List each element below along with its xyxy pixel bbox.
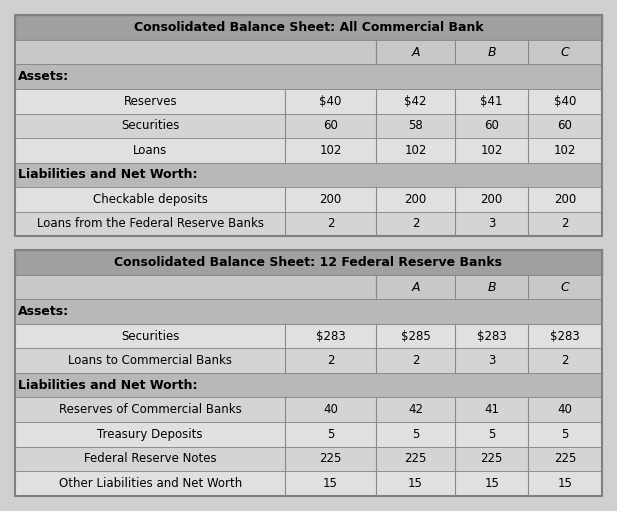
Text: $283: $283 <box>550 330 580 343</box>
Bar <box>15 324 602 349</box>
Text: $41: $41 <box>481 95 503 108</box>
Text: Reserves: Reserves <box>123 95 177 108</box>
Bar <box>15 89 602 113</box>
Text: Consolidated Balance Sheet: 12 Federal Reserve Banks: Consolidated Balance Sheet: 12 Federal R… <box>115 256 502 269</box>
Text: 200: 200 <box>554 193 576 206</box>
Bar <box>15 299 602 324</box>
Bar <box>15 422 602 447</box>
Text: 2: 2 <box>561 354 569 367</box>
Text: $285: $285 <box>400 330 430 343</box>
Text: 225: 225 <box>404 452 427 466</box>
Text: 2: 2 <box>561 218 569 230</box>
Bar <box>15 212 602 236</box>
Bar <box>15 275 602 299</box>
Text: 200: 200 <box>481 193 503 206</box>
Text: Securities: Securities <box>121 330 180 343</box>
Text: A: A <box>411 281 420 293</box>
Text: 225: 225 <box>481 452 503 466</box>
Text: C: C <box>561 45 569 59</box>
Text: Assets:: Assets: <box>19 70 70 83</box>
Text: Loans from the Federal Reserve Banks: Loans from the Federal Reserve Banks <box>37 218 263 230</box>
Text: C: C <box>561 281 569 293</box>
Text: Assets:: Assets: <box>19 305 70 318</box>
Text: 60: 60 <box>323 119 338 132</box>
Text: 2: 2 <box>327 218 334 230</box>
Text: B: B <box>487 281 496 293</box>
Text: Loans: Loans <box>133 144 167 157</box>
Text: 41: 41 <box>484 403 499 416</box>
Text: 102: 102 <box>481 144 503 157</box>
Bar <box>15 113 602 138</box>
Text: 40: 40 <box>323 403 338 416</box>
Bar <box>15 373 602 398</box>
Bar <box>15 471 602 496</box>
Text: Liabilities and Net Worth:: Liabilities and Net Worth: <box>19 168 198 181</box>
Text: Checkable deposits: Checkable deposits <box>93 193 208 206</box>
Text: Reserves of Commercial Banks: Reserves of Commercial Banks <box>59 403 242 416</box>
Text: 15: 15 <box>323 477 338 490</box>
Text: B: B <box>487 45 496 59</box>
Text: 15: 15 <box>408 477 423 490</box>
Text: 200: 200 <box>404 193 426 206</box>
Text: 60: 60 <box>558 119 573 132</box>
Bar <box>15 447 602 471</box>
Text: Other Liabilities and Net Worth: Other Liabilities and Net Worth <box>59 477 242 490</box>
Text: 225: 225 <box>319 452 342 466</box>
Text: 102: 102 <box>553 144 576 157</box>
Bar <box>15 138 602 162</box>
Bar <box>15 64 602 89</box>
Text: 5: 5 <box>327 428 334 441</box>
Text: 3: 3 <box>488 354 495 367</box>
Bar <box>15 187 602 212</box>
Text: 42: 42 <box>408 403 423 416</box>
Text: 15: 15 <box>558 477 573 490</box>
Text: 225: 225 <box>553 452 576 466</box>
Text: 60: 60 <box>484 119 499 132</box>
Text: $40: $40 <box>319 95 342 108</box>
Bar <box>15 40 602 64</box>
Text: 3: 3 <box>488 218 495 230</box>
Bar <box>15 15 602 40</box>
Bar <box>15 250 602 275</box>
Text: Federal Reserve Notes: Federal Reserve Notes <box>84 452 217 466</box>
Text: 2: 2 <box>412 354 419 367</box>
Text: A: A <box>411 45 420 59</box>
Text: 15: 15 <box>484 477 499 490</box>
Text: $42: $42 <box>404 95 427 108</box>
Text: Securities: Securities <box>121 119 180 132</box>
Text: 5: 5 <box>488 428 495 441</box>
Text: 58: 58 <box>408 119 423 132</box>
Text: 40: 40 <box>558 403 573 416</box>
Text: $40: $40 <box>553 95 576 108</box>
Text: Liabilities and Net Worth:: Liabilities and Net Worth: <box>19 379 198 392</box>
Text: 102: 102 <box>404 144 427 157</box>
Text: $283: $283 <box>316 330 346 343</box>
Text: 2: 2 <box>412 218 419 230</box>
Text: 102: 102 <box>319 144 342 157</box>
Text: 2: 2 <box>327 354 334 367</box>
Bar <box>15 162 602 187</box>
Text: Loans to Commercial Banks: Loans to Commercial Banks <box>68 354 232 367</box>
Text: $283: $283 <box>477 330 507 343</box>
Text: Consolidated Balance Sheet: All Commercial Bank: Consolidated Balance Sheet: All Commerci… <box>134 21 483 34</box>
Text: Treasury Deposits: Treasury Deposits <box>97 428 203 441</box>
Text: 200: 200 <box>320 193 342 206</box>
Text: 5: 5 <box>412 428 419 441</box>
Text: 5: 5 <box>561 428 569 441</box>
Bar <box>15 349 602 373</box>
Bar <box>15 398 602 422</box>
